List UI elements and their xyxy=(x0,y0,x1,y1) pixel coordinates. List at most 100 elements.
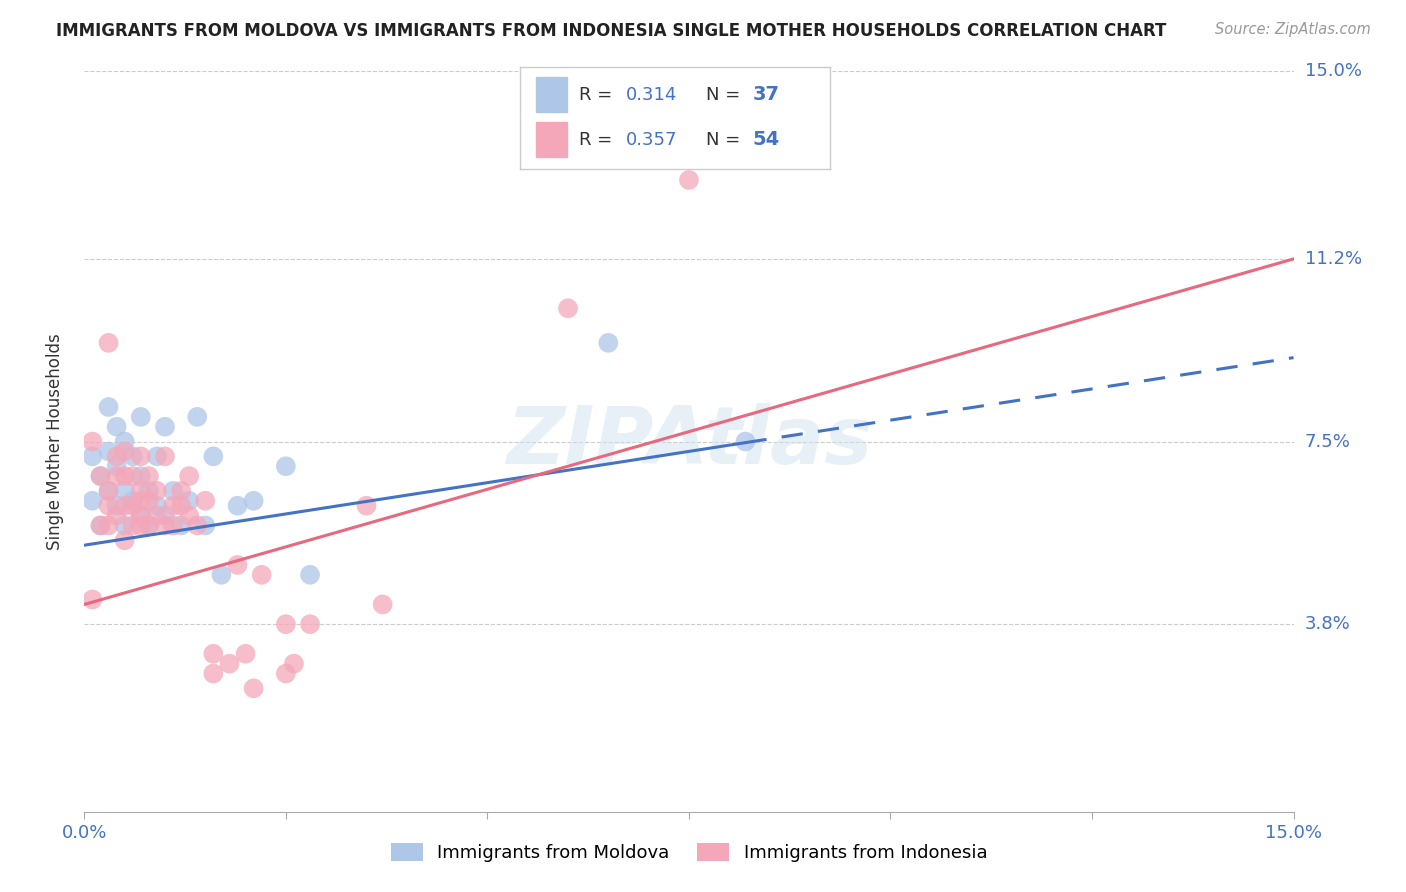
Text: 11.2%: 11.2% xyxy=(1305,250,1362,268)
Text: IMMIGRANTS FROM MOLDOVA VS IMMIGRANTS FROM INDONESIA SINGLE MOTHER HOUSEHOLDS CO: IMMIGRANTS FROM MOLDOVA VS IMMIGRANTS FR… xyxy=(56,22,1167,40)
Point xyxy=(179,469,201,483)
Point xyxy=(162,499,184,513)
Point xyxy=(89,518,111,533)
Point xyxy=(89,469,111,483)
Point xyxy=(678,173,700,187)
Point xyxy=(114,499,136,513)
Point xyxy=(121,469,143,483)
Point xyxy=(226,499,249,513)
Point xyxy=(97,483,120,498)
Point xyxy=(129,508,152,523)
Point xyxy=(356,499,378,513)
Point xyxy=(146,450,169,464)
Point xyxy=(97,518,120,533)
Point xyxy=(799,138,821,153)
Point xyxy=(89,518,111,533)
Point xyxy=(82,450,104,464)
Point xyxy=(129,483,152,498)
Point xyxy=(162,518,184,533)
Point xyxy=(97,499,120,513)
Point xyxy=(146,483,169,498)
Point xyxy=(138,518,160,533)
Text: R =: R = xyxy=(579,86,619,103)
Point xyxy=(274,666,297,681)
Text: 3.8%: 3.8% xyxy=(1305,615,1350,633)
Point xyxy=(235,647,257,661)
Point xyxy=(82,434,104,449)
Y-axis label: Single Mother Households: Single Mother Households xyxy=(45,334,63,549)
Bar xyxy=(536,122,567,157)
Text: ZIPAtlas: ZIPAtlas xyxy=(506,402,872,481)
Text: 37: 37 xyxy=(752,85,779,104)
Text: 15.0%: 15.0% xyxy=(1305,62,1361,80)
Point xyxy=(105,469,128,483)
Point xyxy=(274,617,297,632)
Point xyxy=(105,419,128,434)
Point xyxy=(97,444,120,458)
Point xyxy=(129,508,152,523)
Text: R =: R = xyxy=(579,131,619,149)
Point xyxy=(242,493,264,508)
Legend: Immigrants from Moldova, Immigrants from Indonesia: Immigrants from Moldova, Immigrants from… xyxy=(384,836,994,870)
Point xyxy=(121,493,143,508)
Point xyxy=(299,617,322,632)
Point xyxy=(202,666,225,681)
Point xyxy=(105,499,128,513)
Point xyxy=(202,647,225,661)
Point xyxy=(179,493,201,508)
Point xyxy=(146,499,169,513)
Point xyxy=(179,508,201,523)
Point xyxy=(170,499,193,513)
Point xyxy=(138,469,160,483)
Point xyxy=(194,493,217,508)
Point xyxy=(242,681,264,696)
Point xyxy=(121,450,143,464)
Point xyxy=(274,459,297,474)
Point xyxy=(129,518,152,533)
Point xyxy=(138,483,160,498)
Point xyxy=(82,592,104,607)
Point xyxy=(114,483,136,498)
Point xyxy=(186,409,208,424)
Text: 0.314: 0.314 xyxy=(626,86,676,103)
Point xyxy=(97,335,120,350)
Point xyxy=(129,450,152,464)
Point xyxy=(209,567,232,582)
Point xyxy=(186,518,208,533)
Point xyxy=(162,483,184,498)
Point xyxy=(114,469,136,483)
Point xyxy=(734,434,756,449)
Point xyxy=(170,483,193,498)
Point xyxy=(598,335,620,350)
Text: N =: N = xyxy=(706,131,745,149)
Point xyxy=(114,434,136,449)
Point xyxy=(202,450,225,464)
Text: 7.5%: 7.5% xyxy=(1305,433,1351,450)
Point xyxy=(153,450,176,464)
Point xyxy=(153,419,176,434)
Text: 0.357: 0.357 xyxy=(626,131,676,149)
Point xyxy=(89,469,111,483)
Text: Source: ZipAtlas.com: Source: ZipAtlas.com xyxy=(1215,22,1371,37)
Point xyxy=(226,558,249,572)
Point xyxy=(129,493,152,508)
Point xyxy=(114,444,136,458)
Point xyxy=(371,598,394,612)
Point xyxy=(121,518,143,533)
Point xyxy=(218,657,240,671)
Point xyxy=(250,567,273,582)
Point xyxy=(82,493,104,508)
Point xyxy=(105,508,128,523)
Point xyxy=(299,567,322,582)
Point xyxy=(138,518,160,533)
Point xyxy=(105,459,128,474)
Point xyxy=(121,499,143,513)
Point xyxy=(97,400,120,414)
Point xyxy=(105,450,128,464)
Point xyxy=(557,301,579,316)
Point xyxy=(153,508,176,523)
Point xyxy=(153,518,176,533)
Bar xyxy=(536,77,567,112)
Point xyxy=(114,533,136,548)
Point xyxy=(194,518,217,533)
